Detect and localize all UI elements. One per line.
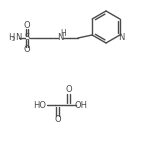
Text: O: O (24, 46, 30, 55)
Text: O: O (24, 21, 30, 30)
Text: O: O (54, 116, 61, 125)
Text: HO: HO (34, 100, 46, 109)
Text: N: N (15, 33, 21, 42)
Text: O: O (65, 86, 72, 95)
Text: 2: 2 (12, 37, 15, 42)
Text: N: N (118, 33, 124, 42)
Text: H: H (61, 29, 66, 39)
Text: OH: OH (75, 100, 87, 109)
Text: S: S (25, 33, 30, 42)
Text: H: H (8, 33, 14, 42)
Text: N: N (57, 33, 64, 42)
